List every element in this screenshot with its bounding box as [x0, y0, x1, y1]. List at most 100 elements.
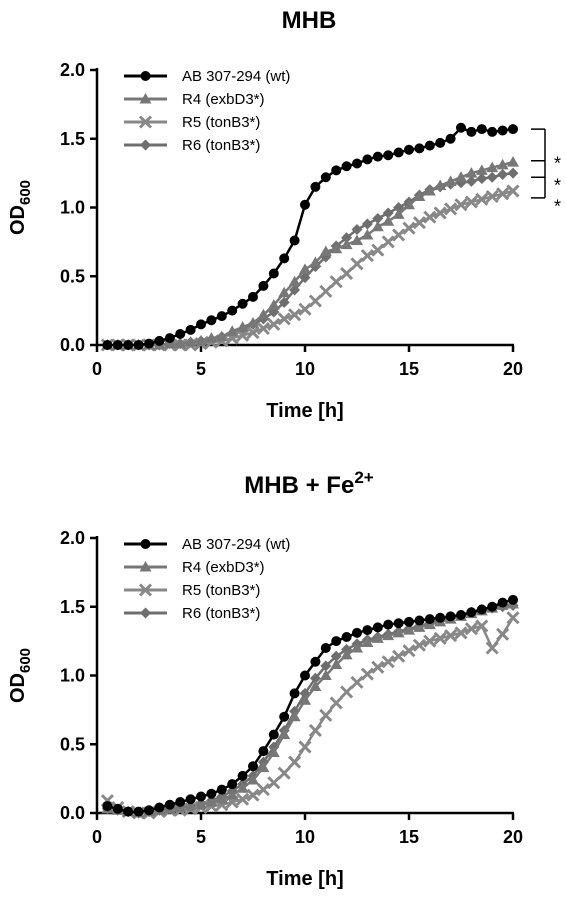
data-point [279, 711, 290, 722]
legend-item: AB 307-294 (wt) [124, 536, 290, 553]
data-point [372, 213, 384, 224]
data-point [277, 766, 291, 780]
y-axis-label-main: OD [7, 673, 29, 703]
data-point [175, 329, 186, 339]
chart-title: MHB + Fe2+ [244, 468, 373, 499]
data-point [236, 328, 250, 342]
data-point [133, 340, 144, 350]
series-1 [102, 594, 518, 817]
data-point [267, 776, 281, 790]
data-point [256, 783, 270, 797]
data-point [507, 167, 519, 179]
legend-marker [139, 93, 152, 104]
legend: AB 307-294 (wt) R4 (exbD3*) R5 (tonB3*) R6 … [124, 536, 290, 622]
data-point [227, 779, 238, 790]
data-point [330, 242, 343, 254]
data-point [268, 729, 279, 740]
data-point [362, 625, 373, 636]
x-tick-label: 20 [503, 827, 523, 847]
data-point [383, 619, 394, 630]
data-point [361, 218, 373, 230]
series-2 [101, 598, 519, 818]
data-point [288, 755, 302, 769]
data-point [393, 147, 404, 158]
data-point [196, 791, 206, 802]
legend-label: R6 (tonB3*) [182, 137, 260, 154]
x-axis-label: Time [h] [266, 868, 343, 890]
series-4 [101, 599, 519, 819]
legend-marker [140, 139, 151, 151]
data-point [341, 632, 352, 642]
data-point [258, 746, 269, 757]
data-point [267, 746, 280, 757]
data-point [236, 792, 250, 806]
data-point [185, 794, 196, 805]
legend-marker [140, 539, 151, 549]
significance-asterisk: * [554, 175, 561, 195]
data-point [174, 337, 187, 349]
data-point [112, 803, 123, 814]
x-tick-label: 10 [295, 827, 315, 847]
data-point [475, 619, 489, 633]
significance-bracket: *** [531, 128, 561, 217]
data-point [403, 198, 415, 210]
series-2 [101, 156, 519, 350]
data-point [486, 171, 498, 183]
data-point [350, 675, 364, 689]
data-point [289, 688, 300, 699]
data-point [371, 243, 385, 257]
x-tick-label: 20 [503, 359, 523, 379]
series-1 [102, 122, 518, 350]
y-tick-label: 0.5 [60, 734, 85, 754]
legend-marker [138, 115, 153, 129]
legend-label: R5 (tonB3*) [182, 114, 260, 131]
y-tick-label: 1.0 [60, 666, 85, 686]
data-point [320, 172, 331, 183]
data-point [144, 805, 154, 816]
data-point [383, 150, 394, 161]
data-point [506, 184, 520, 198]
data-point [475, 164, 488, 175]
data-point [123, 806, 134, 817]
data-point [464, 195, 478, 209]
data-point [372, 151, 383, 162]
legend-label: AB 307-294 (wt) [182, 536, 290, 553]
chart-title-superscript: 2+ [354, 468, 373, 487]
data-point [195, 798, 207, 810]
data-point [206, 315, 217, 326]
data-point [154, 335, 165, 346]
series-line [107, 160, 514, 347]
data-point [331, 636, 342, 647]
data-point [435, 612, 446, 623]
data-point [184, 800, 197, 811]
data-point [144, 338, 154, 349]
series-line [107, 598, 514, 813]
data-point [331, 165, 342, 176]
data-point [456, 122, 466, 133]
data-point [298, 302, 312, 316]
data-point [288, 275, 301, 287]
data-point [423, 185, 436, 196]
data-point [184, 336, 197, 347]
legend-item: R6 (tonB3*) [124, 137, 260, 154]
x-tick-label: 15 [399, 827, 419, 847]
data-point [433, 631, 447, 645]
series-3 [100, 611, 520, 820]
data-point [351, 234, 363, 245]
data-point [424, 140, 435, 151]
x-tick-label: 5 [196, 827, 206, 847]
legend-item: R4 (exbD3*) [124, 559, 265, 576]
data-point [361, 636, 374, 647]
data-point [309, 256, 322, 267]
data-point [433, 206, 447, 220]
data-point [423, 210, 437, 224]
data-point [393, 618, 404, 629]
data-point [248, 761, 258, 772]
data-point [392, 228, 406, 242]
data-point [227, 305, 238, 316]
chart-title-text: MHB + Fe [244, 472, 354, 499]
data-point [206, 788, 217, 799]
data-point [196, 319, 206, 330]
data-point [236, 782, 249, 793]
series-line [107, 171, 514, 347]
